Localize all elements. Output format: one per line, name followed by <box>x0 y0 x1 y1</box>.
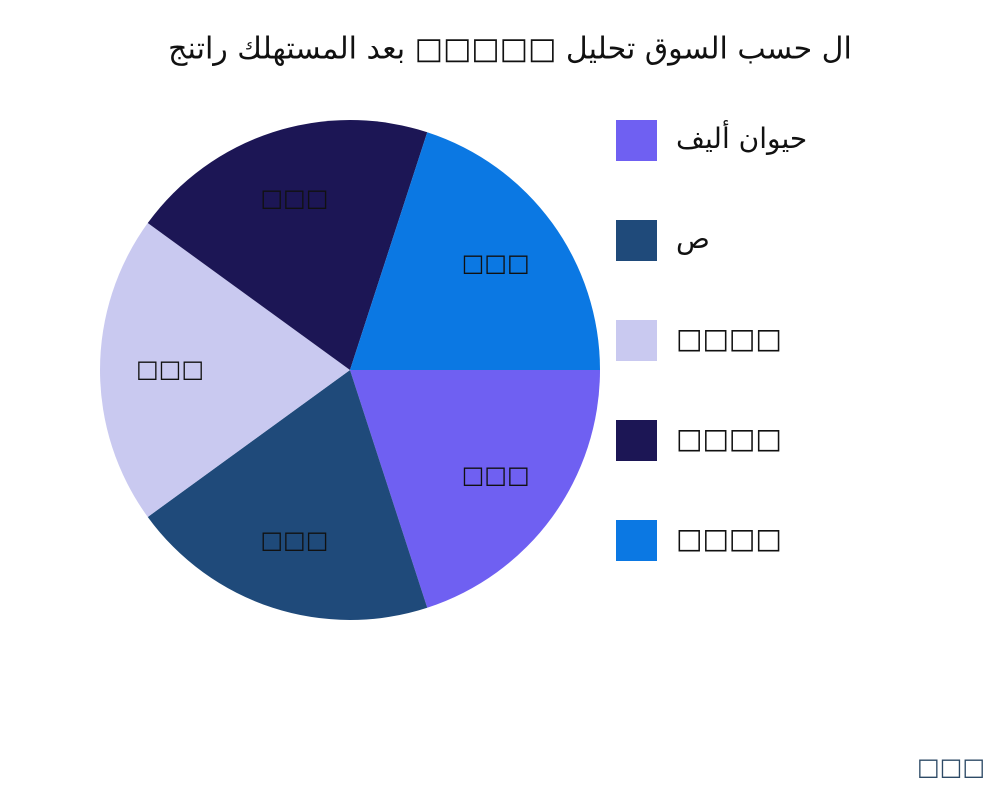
pie-slice <box>147 370 428 620</box>
caption: □□□ <box>917 753 985 781</box>
legend-label: □□□□ <box>676 522 782 555</box>
legend-swatch <box>616 320 657 361</box>
slice-label: □□□ <box>136 355 204 383</box>
pie-slice <box>147 120 428 370</box>
legend-label: حيوان أليف <box>676 119 807 155</box>
legend-label: □□□□ <box>676 322 782 355</box>
slice-label: □□□ <box>260 184 328 212</box>
pie-slice <box>350 132 600 370</box>
pie-slice <box>350 370 600 608</box>
slice-label: □□□ <box>462 461 530 489</box>
legend-swatch <box>616 220 657 261</box>
legend-swatch <box>616 520 657 561</box>
slice-label: □□□ <box>462 249 530 277</box>
chart-title: ال حسب السوق تحليل □□□□□ بعد المستهلك را… <box>168 32 852 67</box>
pie-slice <box>100 223 350 517</box>
legend-label: □□□□ <box>676 422 782 455</box>
legend-label: ص <box>676 222 710 255</box>
legend-swatch <box>616 120 657 161</box>
legend-swatch <box>616 420 657 461</box>
slice-label: □□□ <box>260 526 328 554</box>
